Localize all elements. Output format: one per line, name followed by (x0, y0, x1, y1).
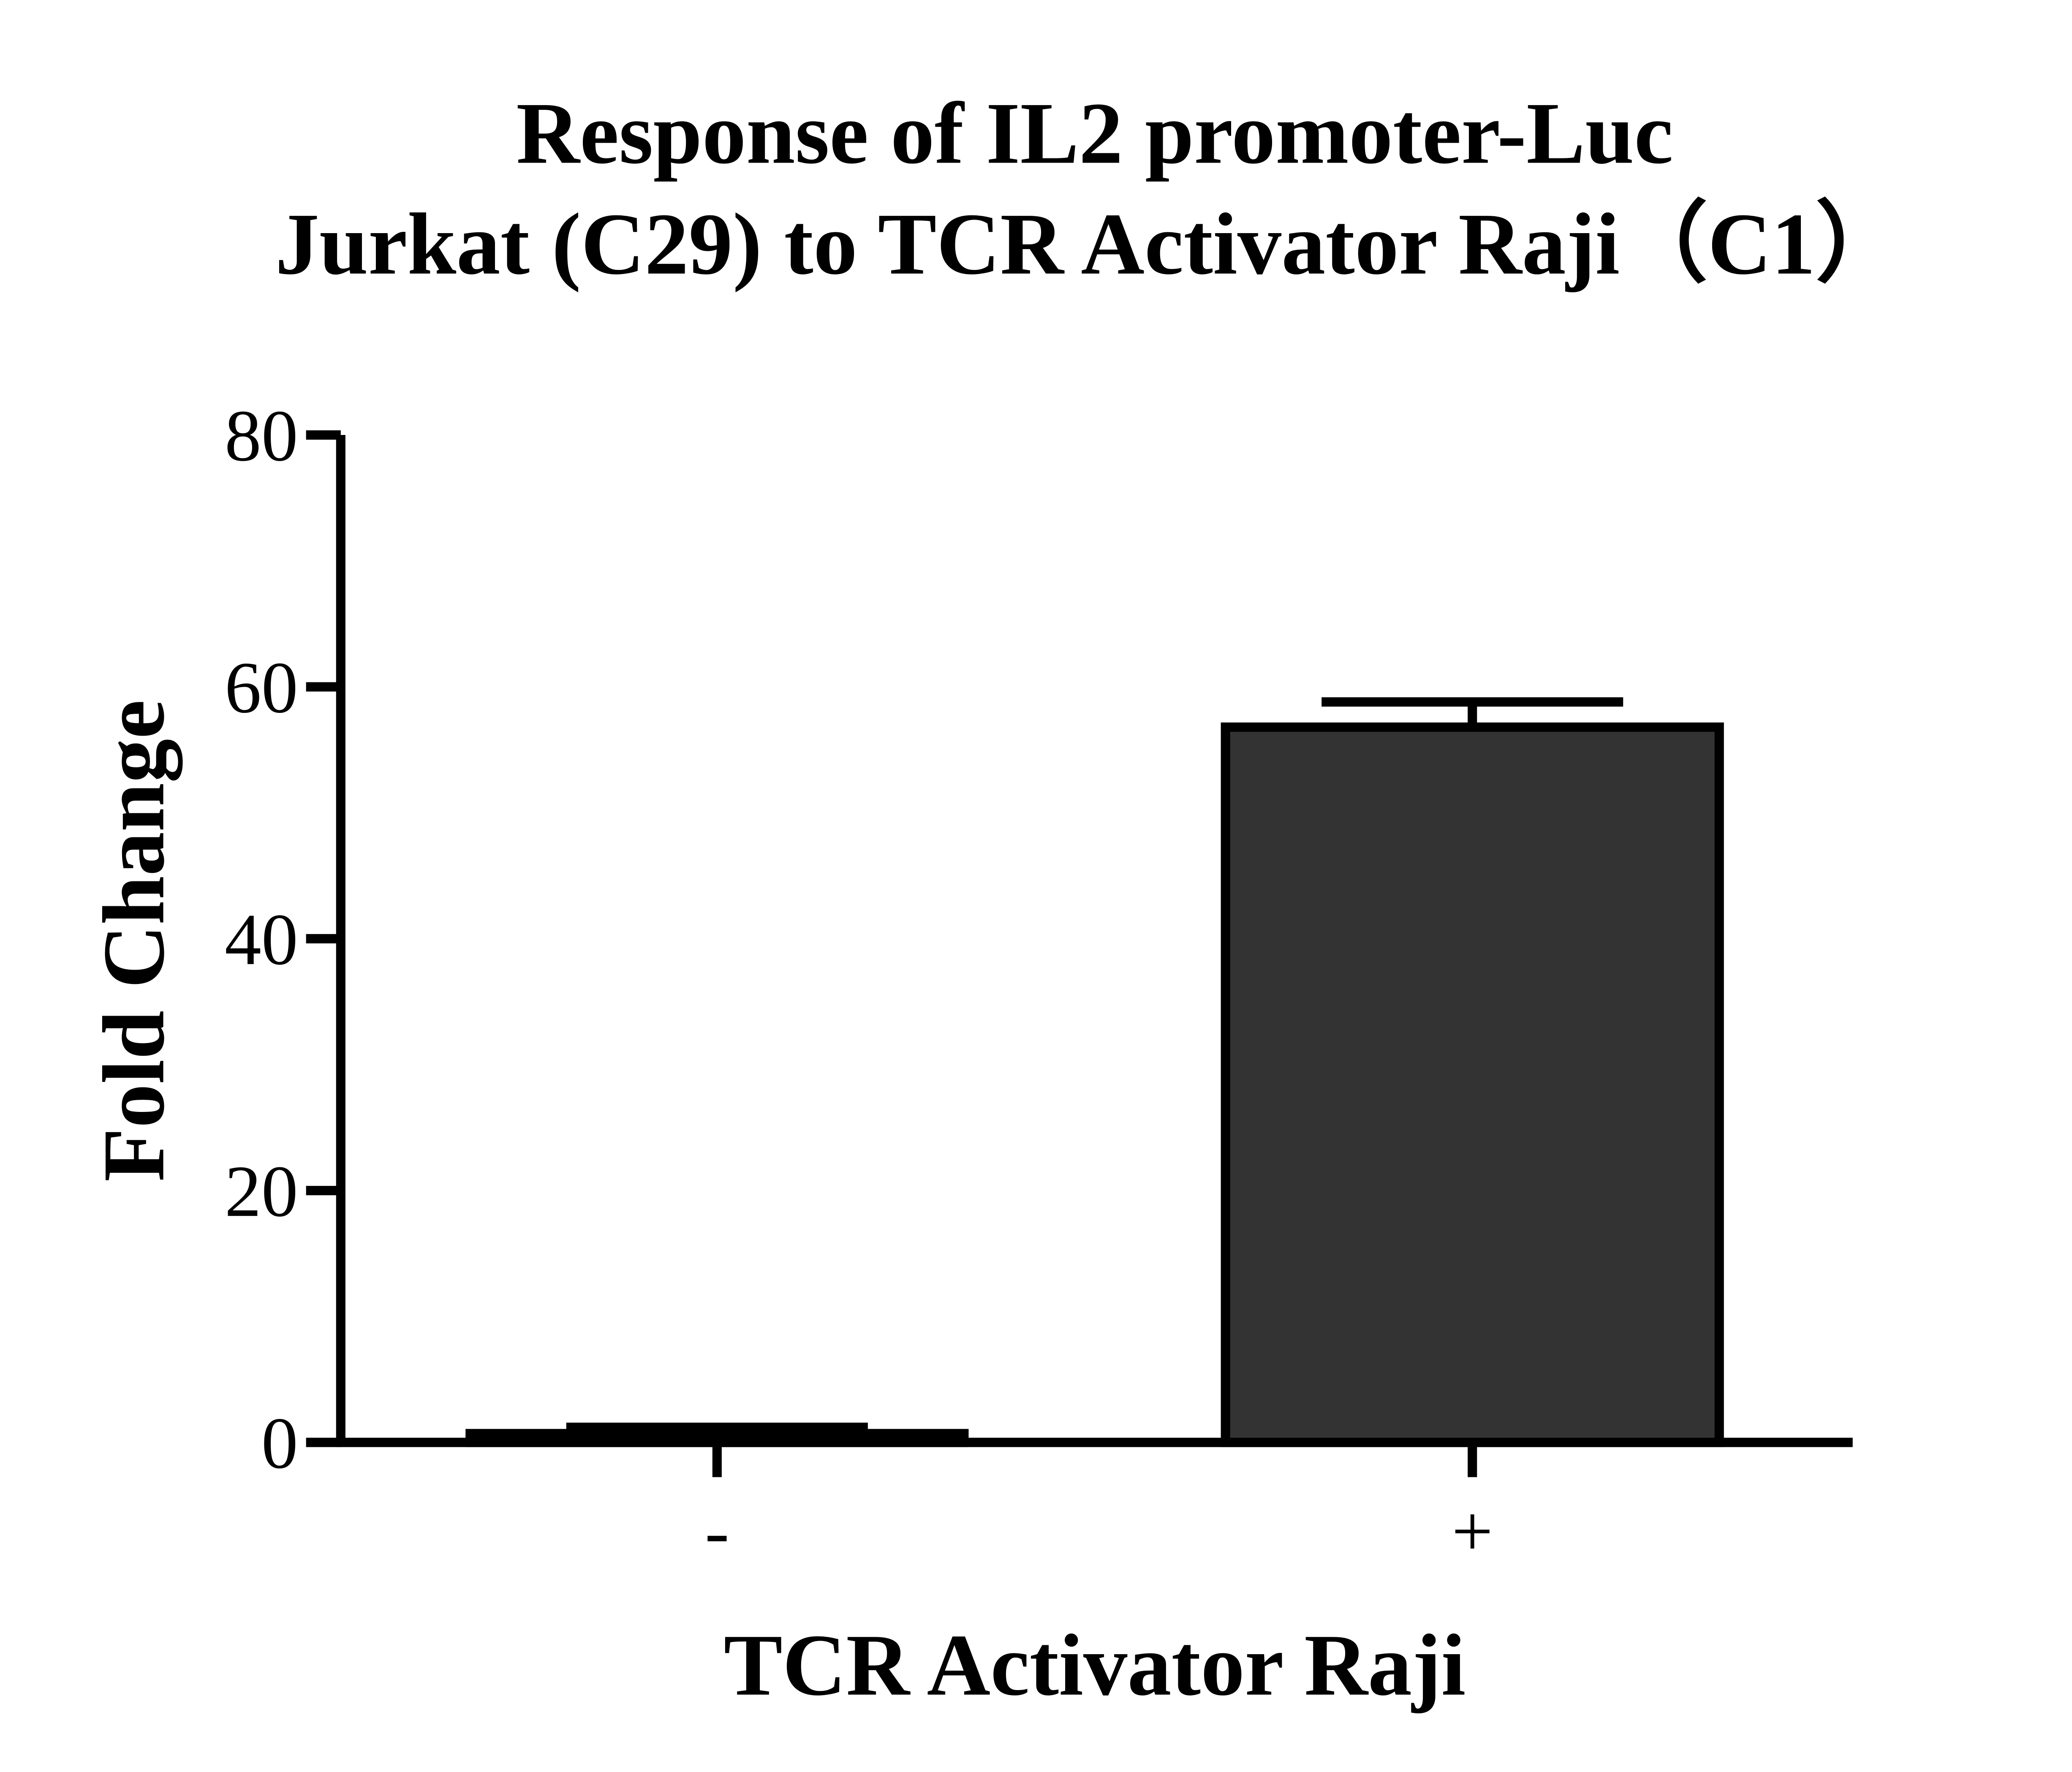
x-tick-label: + (1452, 1490, 1493, 1572)
x-axis-label: TCR Activator Raji (724, 1617, 1466, 1714)
x-tick-label: - (705, 1490, 729, 1572)
y-tick-label: 20 (225, 1150, 298, 1232)
y-tick-label: 0 (261, 1402, 298, 1484)
bar-2 (1221, 722, 1724, 1447)
y-axis-label: Fold Change (85, 700, 183, 1182)
y-tick-label: 40 (225, 899, 298, 980)
chart-title-line-2: Jurkat (C29) to TCR Activator Raji（C1） (275, 196, 1903, 293)
y-tick-label: 60 (225, 647, 298, 728)
chart-title-line-1: Response of IL2 promoter-Luc (516, 84, 1673, 182)
y-tick-label: 80 (225, 395, 298, 476)
